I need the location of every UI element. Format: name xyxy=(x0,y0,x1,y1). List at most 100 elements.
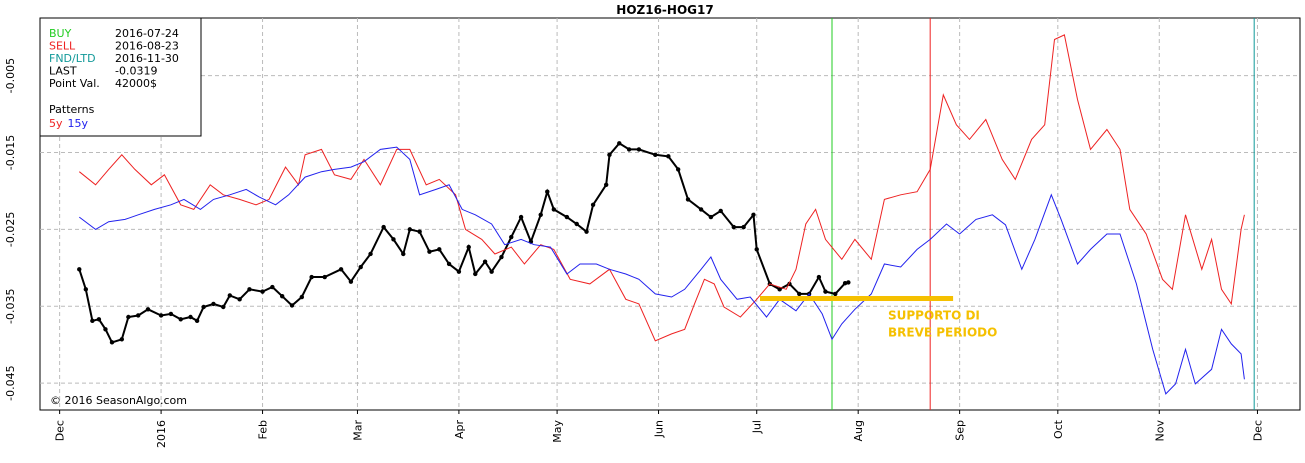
point xyxy=(83,287,89,292)
point xyxy=(279,294,285,299)
point xyxy=(754,247,759,252)
y-tick-label: -0.015 xyxy=(4,135,17,170)
point xyxy=(407,227,413,232)
point xyxy=(509,234,514,240)
point xyxy=(401,251,406,257)
series-line xyxy=(78,141,849,344)
x-tick-label: Apr xyxy=(453,420,466,440)
support-label: SUPPORTO DI xyxy=(888,309,980,323)
info-label: FND/LTD xyxy=(49,52,96,65)
x-tick-label: Nov xyxy=(1153,420,1166,442)
point xyxy=(617,141,622,146)
point xyxy=(77,267,82,272)
info-label: SELL xyxy=(49,40,76,53)
point xyxy=(90,318,95,324)
point xyxy=(473,271,478,277)
point xyxy=(194,318,200,324)
legend-entry: 15y xyxy=(68,117,89,130)
x-tick-label: Sep xyxy=(954,420,967,441)
point xyxy=(103,327,108,332)
point xyxy=(564,214,570,220)
point xyxy=(626,147,632,152)
point xyxy=(348,279,354,284)
point xyxy=(322,274,327,280)
point xyxy=(675,167,681,172)
point xyxy=(158,313,164,318)
x-tick-label: Feb xyxy=(257,420,270,439)
x-tick-label: Dec xyxy=(54,420,67,441)
point xyxy=(466,244,471,250)
point xyxy=(135,313,141,318)
point xyxy=(145,307,151,312)
point xyxy=(391,237,396,242)
y-tick-label: -0.025 xyxy=(4,212,17,247)
point xyxy=(109,340,115,345)
point xyxy=(168,311,174,317)
point xyxy=(201,304,206,310)
point xyxy=(211,301,216,307)
point xyxy=(96,317,102,322)
point xyxy=(833,291,838,297)
point xyxy=(381,224,386,230)
x-tick-label: Aug xyxy=(852,420,865,441)
point xyxy=(518,214,524,220)
series-line xyxy=(78,34,1245,342)
point xyxy=(551,207,557,212)
point xyxy=(698,207,704,212)
point xyxy=(437,247,442,252)
info-value: 42000$ xyxy=(115,77,157,90)
point xyxy=(427,249,432,254)
point xyxy=(482,259,488,264)
point xyxy=(489,269,494,274)
point xyxy=(456,269,462,274)
info-label: LAST xyxy=(49,65,77,78)
point xyxy=(417,229,422,234)
point xyxy=(368,251,373,257)
point xyxy=(545,189,550,194)
chart-title: HOZ16-HOG17 xyxy=(616,3,713,17)
x-tick-label: Jun xyxy=(653,420,666,438)
legend-entry: 5y xyxy=(49,117,63,130)
plot-frame xyxy=(39,17,1301,411)
point xyxy=(247,287,252,292)
point xyxy=(666,154,671,159)
credit: © 2016 SeasonAlgo.com xyxy=(50,394,187,407)
point xyxy=(718,208,723,214)
point xyxy=(603,182,609,187)
point xyxy=(309,274,314,280)
point xyxy=(590,202,596,207)
point xyxy=(607,152,612,158)
point xyxy=(178,317,183,322)
point xyxy=(816,274,822,280)
x-tick-label: Mar xyxy=(351,420,364,441)
info-label: Point Val. xyxy=(49,77,100,90)
info-value: -0.0319 xyxy=(115,65,157,78)
y-tick-label: -0.005 xyxy=(4,58,17,93)
point xyxy=(221,304,226,310)
x-tick-label: Oct xyxy=(1052,419,1065,439)
point xyxy=(358,264,363,270)
point xyxy=(653,152,658,158)
info-value: 2016-11-30 xyxy=(115,52,179,65)
y-tick-label: -0.035 xyxy=(4,289,17,324)
point xyxy=(708,214,714,220)
point xyxy=(260,289,265,294)
legend-title: Patterns xyxy=(49,103,95,116)
point xyxy=(538,212,543,217)
point xyxy=(270,284,275,290)
support-label: BREVE PERIODO xyxy=(888,326,997,340)
point xyxy=(574,221,579,227)
point xyxy=(584,229,589,234)
x-tick-label: Jul xyxy=(751,420,764,434)
point xyxy=(777,287,782,292)
point xyxy=(126,314,131,320)
point xyxy=(289,303,295,308)
point xyxy=(797,291,802,297)
x-tick-label: 2016 xyxy=(155,420,168,448)
point xyxy=(636,147,642,152)
point xyxy=(823,289,828,294)
info-value: 2016-08-23 xyxy=(115,40,179,53)
x-tick-label: Dec xyxy=(1251,420,1264,441)
point xyxy=(741,224,746,230)
point xyxy=(299,294,305,300)
